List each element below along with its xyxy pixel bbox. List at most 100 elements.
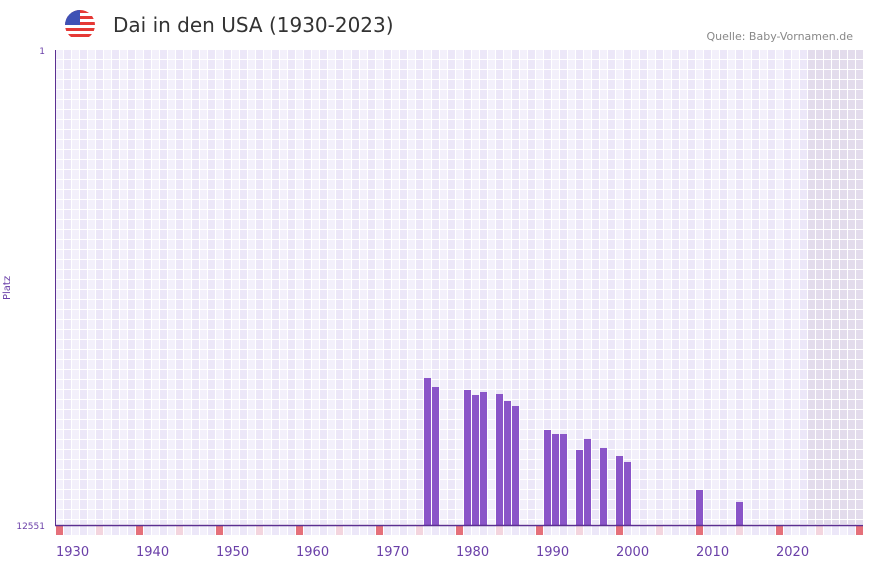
grid-cell xyxy=(632,170,639,179)
grid-cell xyxy=(752,180,759,189)
grid-cell xyxy=(720,330,727,339)
grid-cell xyxy=(744,380,751,389)
grid-cell xyxy=(368,230,375,239)
grid-cell xyxy=(488,410,495,419)
grid-cell xyxy=(504,160,511,169)
grid-cell xyxy=(312,60,319,69)
grid-cell xyxy=(216,370,223,379)
grid-cell xyxy=(696,370,703,379)
grid-cell xyxy=(656,470,663,479)
grid-cell xyxy=(176,420,183,429)
grid-cell xyxy=(464,370,471,379)
source-link[interactable]: Quelle: Baby-Vornamen.de xyxy=(706,30,853,43)
grid-cell xyxy=(416,160,423,169)
grid-cell xyxy=(136,370,143,379)
grid-cell xyxy=(128,230,135,239)
grid-cell xyxy=(144,270,151,279)
grid-cell xyxy=(272,480,279,489)
grid-cell xyxy=(136,240,143,249)
grid-cell xyxy=(528,170,535,179)
grid-cell xyxy=(208,200,215,209)
grid-cell xyxy=(520,380,527,389)
grid-cell xyxy=(88,80,95,89)
grid-cell xyxy=(216,490,223,499)
grid-cell xyxy=(824,470,831,479)
grid-cell xyxy=(680,370,687,379)
grid-cell xyxy=(848,480,855,489)
grid-cell xyxy=(624,140,631,149)
grid-cell xyxy=(368,270,375,279)
grid-cell xyxy=(744,130,751,139)
grid-cell xyxy=(216,360,223,369)
grid-cell xyxy=(312,160,319,169)
grid-cell xyxy=(368,520,375,524)
grid-cell xyxy=(752,200,759,209)
grid-cell xyxy=(400,500,407,509)
grid-cell xyxy=(312,290,319,299)
grid-cell xyxy=(400,80,407,89)
grid-cell xyxy=(176,450,183,459)
grid-cell xyxy=(640,70,647,79)
grid-cell xyxy=(504,320,511,329)
grid-cell xyxy=(672,370,679,379)
grid-cell xyxy=(480,160,487,169)
grid-cell xyxy=(272,330,279,339)
grid-cell xyxy=(56,480,63,489)
grid-cell xyxy=(552,370,559,379)
grid-cell xyxy=(424,190,431,199)
grid-cell xyxy=(120,500,127,509)
grid-cell xyxy=(712,380,719,389)
grid-cell xyxy=(272,300,279,309)
grid-cell xyxy=(528,380,535,389)
grid-cell xyxy=(696,260,703,269)
grid-cell xyxy=(816,190,823,199)
grid-cell xyxy=(504,70,511,79)
grid-cell xyxy=(616,50,623,59)
grid-cell xyxy=(416,310,423,319)
grid-cell xyxy=(504,60,511,69)
grid-cell xyxy=(88,110,95,119)
grid-cell xyxy=(656,520,663,524)
grid-cell xyxy=(168,190,175,199)
grid-cell xyxy=(680,320,687,329)
grid-cell xyxy=(576,350,583,359)
grid-cell xyxy=(656,380,663,389)
grid-cell xyxy=(128,150,135,159)
year-marker xyxy=(760,526,767,535)
grid-cell xyxy=(536,270,543,279)
grid-cell xyxy=(304,460,311,469)
grid-cell xyxy=(448,420,455,429)
grid-cell xyxy=(376,50,383,59)
grid-cell xyxy=(64,450,71,459)
grid-cell xyxy=(352,460,359,469)
grid-cell xyxy=(328,220,335,229)
grid-cell xyxy=(616,160,623,169)
grid-cell xyxy=(592,480,599,489)
grid-cell xyxy=(656,480,663,489)
grid-cell xyxy=(408,520,415,524)
grid-cell xyxy=(824,220,831,229)
grid-cell xyxy=(736,180,743,189)
grid-cell xyxy=(840,320,847,329)
grid-cell xyxy=(704,170,711,179)
grid-cell xyxy=(488,140,495,149)
grid-cell xyxy=(104,180,111,189)
grid-cell xyxy=(128,110,135,119)
grid-cell xyxy=(200,150,207,159)
grid-cell xyxy=(720,470,727,479)
grid-cell xyxy=(280,260,287,269)
grid-cell xyxy=(128,500,135,509)
grid-cell xyxy=(424,110,431,119)
grid-cell xyxy=(328,490,335,499)
grid-cell xyxy=(352,440,359,449)
grid-cell xyxy=(216,170,223,179)
grid-cell xyxy=(488,60,495,69)
grid-cell xyxy=(592,390,599,399)
grid-cell xyxy=(416,510,423,519)
grid-cell xyxy=(232,100,239,109)
grid-cell xyxy=(312,210,319,219)
grid-cell xyxy=(232,230,239,239)
grid-cell xyxy=(352,450,359,459)
grid-cell xyxy=(224,510,231,519)
grid-cell xyxy=(632,390,639,399)
